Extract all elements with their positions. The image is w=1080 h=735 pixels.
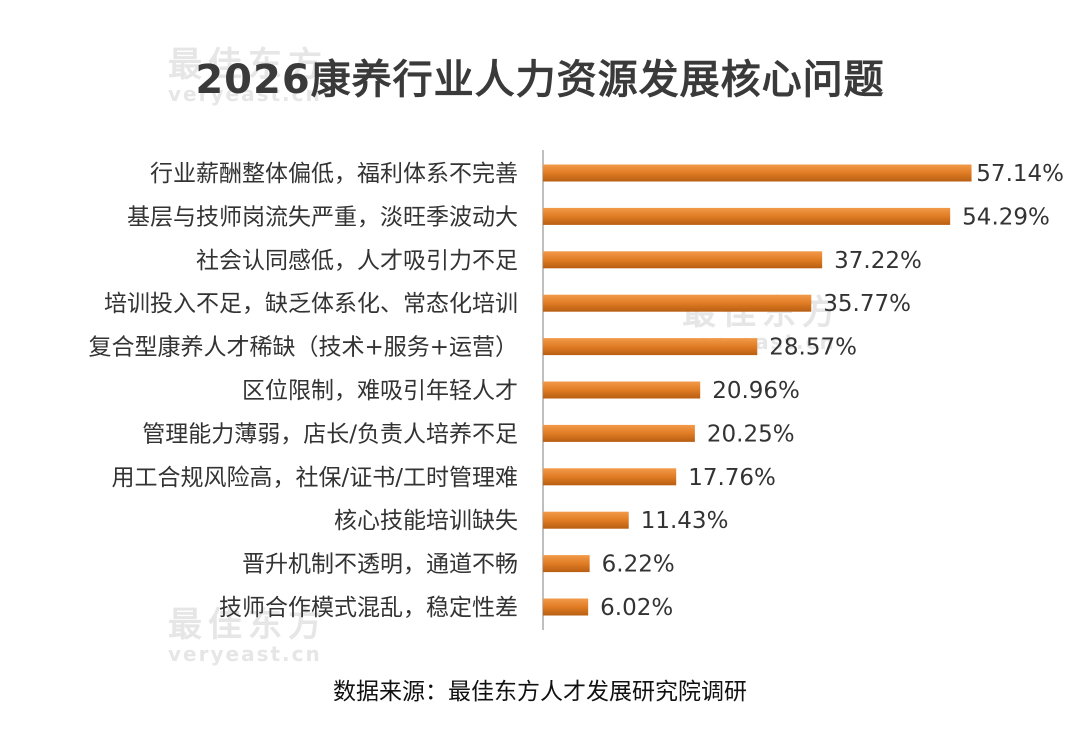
bar	[543, 468, 677, 486]
value-label: 20.96%	[712, 378, 800, 404]
watermark-cn: 最佳东方	[168, 45, 328, 85]
watermark-bottom: 最佳东方 veryeast.cn	[168, 608, 328, 664]
category-label: 用工合规风险高，社保/证书/工时管理难	[112, 465, 519, 491]
category-label: 核心技能培训缺失	[334, 508, 518, 534]
value-label: 17.76%	[688, 465, 776, 491]
watermark-top: 最佳东方 veryeast.cn	[168, 48, 328, 104]
data-source: 数据来源：最佳东方人才发展研究院调研	[333, 679, 747, 705]
value-label: 11.43%	[641, 508, 729, 534]
bar	[543, 207, 951, 225]
bar	[543, 381, 701, 399]
category-label: 社会认同感低，人才吸引力不足	[196, 248, 518, 274]
value-label: 6.22%	[602, 552, 675, 578]
watermark-cn: 最佳东方	[168, 605, 328, 645]
bar	[543, 424, 695, 442]
watermark-en: veryeast.cn	[168, 82, 322, 106]
category-label: 行业薪酬整体偏低，福利体系不完善	[150, 161, 518, 187]
chart-title: 2026康养行业人力资源发展核心问题	[195, 57, 885, 103]
value-label: 6.02%	[600, 595, 673, 621]
category-label: 管理能力薄弱，店长/负责人培养不足	[142, 421, 518, 447]
bar	[543, 294, 812, 312]
category-label: 晋升机制不透明，通道不畅	[242, 552, 518, 578]
category-label: 培训投入不足，缺乏体系化、常态化培训	[104, 291, 518, 317]
value-label: 28.57%	[769, 335, 857, 361]
watermark-en: veryeast.cn	[168, 642, 322, 666]
category-label: 基层与技师岗流失严重，淡旺季波动大	[127, 204, 518, 230]
bar	[543, 598, 589, 616]
bar	[543, 511, 629, 529]
category-label: 技师合作模式混乱，稳定性差	[219, 595, 518, 621]
value-label: 20.25%	[707, 421, 795, 447]
value-label: 35.77%	[823, 291, 911, 317]
category-label: 复合型康养人才稀缺（技术+服务+运营）	[88, 335, 518, 361]
bar	[543, 338, 758, 356]
value-label: 54.29%	[962, 204, 1050, 230]
value-label: 57.14%	[976, 161, 1064, 187]
category-label: 区位限制，难吸引年轻人才	[242, 378, 518, 404]
bar	[543, 164, 972, 182]
bar	[543, 555, 590, 573]
value-label: 37.22%	[834, 248, 922, 274]
bar	[543, 251, 823, 269]
